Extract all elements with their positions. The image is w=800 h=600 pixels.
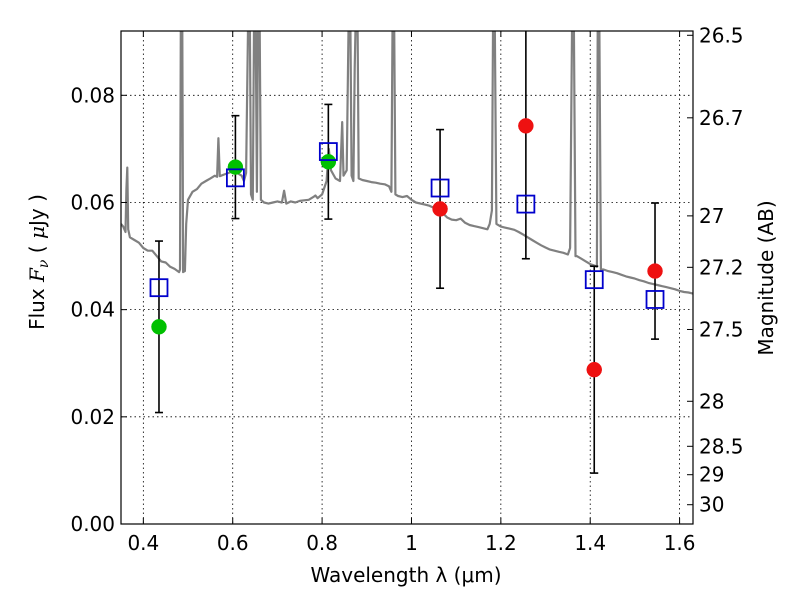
green-circle-point [227,159,244,175]
blue-square-point [318,142,338,161]
blue-square-point [516,194,536,214]
right-tick-label: 27.5 [699,317,744,341]
green-circle-point [151,319,167,335]
right-tick-label: 26.5 [699,23,744,47]
y-axis-title-subscript: ν [36,259,52,268]
x-tick-label: 1 [405,531,418,555]
x-tick-label: 0.4 [127,531,159,555]
red-circle-point [586,361,602,378]
x-tick-label: 0.6 [217,531,249,555]
x-tick-label: 1.4 [574,531,606,555]
y-axis-title-unit: Jy ) [25,194,49,228]
y-tick-label: 0.00 [70,512,115,536]
right-tick-label: 27 [699,204,724,228]
right-tick-label: 28 [699,389,724,413]
y-axis-title-flux: Flux [25,282,49,330]
blue-square-point [645,290,665,309]
y-tick-label: 0.02 [70,405,115,429]
plot-layer [121,31,693,474]
tick-layer: 0.4 0.6 0.8 1 1.2 1.4 1.6 0.00 0.02 0.04 0.06 0.08 2… [70,23,743,555]
y-axis-title-paren: ( [25,239,49,260]
spectrum-line [121,31,693,295]
red-circle-point [432,201,448,217]
right-tick-label: 30 [699,493,724,517]
right-tick-label: 27.2 [699,255,744,279]
red-circle-point [518,118,534,134]
x-axis-title: Wavelength λ (μm) [310,563,501,587]
blue-square-point [584,270,604,290]
y-axis-title-symbol: F [25,267,49,283]
right-tick-label: 29 [699,463,724,487]
blue-square-point [430,178,450,198]
y-tick-label: 0.06 [70,190,115,214]
green-circle-point [320,154,337,170]
x-tick-label: 0.8 [306,531,338,555]
y-axis-title-mu: μ [25,226,49,239]
right-tick-label: 26.7 [699,106,744,130]
x-tick-label: 1.6 [664,531,696,555]
y-tick-label: 0.08 [70,83,115,107]
blue-square-point [149,278,169,298]
blue-square-point [225,168,245,188]
grid-layer [121,31,693,525]
y-tick-label: 0.04 [70,298,115,322]
x-tick-label: 1.2 [485,531,517,555]
red-circle-point [647,263,663,279]
right-tick-label: 28.5 [699,434,744,458]
plot-frame [120,30,694,525]
y-axis-title: Flux Fν ( μJy ) [25,194,52,330]
right-axis-title: Magnitude (AB) [754,200,778,355]
